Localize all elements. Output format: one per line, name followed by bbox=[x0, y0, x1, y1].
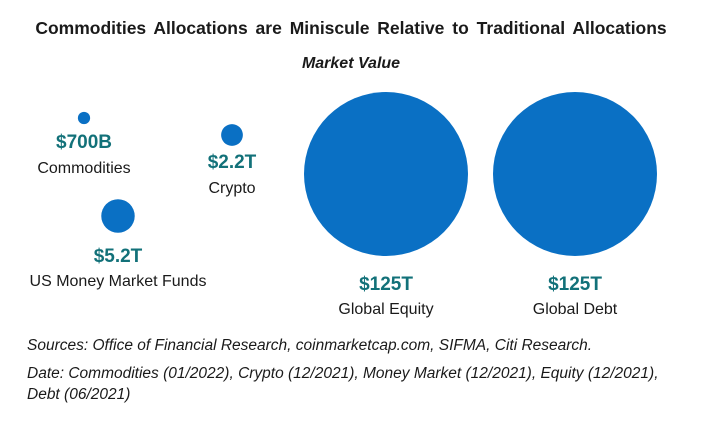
name-label-commodities: Commodities bbox=[37, 160, 130, 177]
bubble-commodities bbox=[77, 111, 91, 125]
name-label-global-debt: Global Debt bbox=[533, 301, 618, 318]
name-label-us-money-market-funds: US Money Market Funds bbox=[30, 273, 207, 290]
name-label-crypto: Crypto bbox=[208, 180, 255, 197]
chart-subtitle: Market Value bbox=[301, 55, 401, 72]
value-label-commodities: $700B bbox=[56, 132, 112, 153]
sources-note: Sources: Office of Financial Research, c… bbox=[27, 337, 593, 354]
value-label-global-equity: $125T bbox=[359, 274, 413, 295]
value-label-crypto: $2.2T bbox=[208, 152, 257, 173]
bubble-crypto bbox=[221, 124, 243, 146]
bubble-global-debt bbox=[493, 92, 657, 256]
value-label-global-debt: $125T bbox=[548, 274, 602, 295]
bubble-us-money-market-funds bbox=[101, 199, 135, 233]
dates-note: Date: Commodities (01/2022), Crypto (12/… bbox=[27, 365, 659, 403]
name-label-global-equity: Global Equity bbox=[338, 301, 433, 318]
bubble-global-equity bbox=[304, 92, 468, 256]
value-label-us-money-market-funds: $5.2T bbox=[94, 246, 143, 267]
chart-title: Commodities Allocations are Miniscule Re… bbox=[35, 18, 667, 38]
bubble-chart: $700B Commodities $2.2T Crypto $5.2T US Money… bbox=[30, 92, 657, 318]
